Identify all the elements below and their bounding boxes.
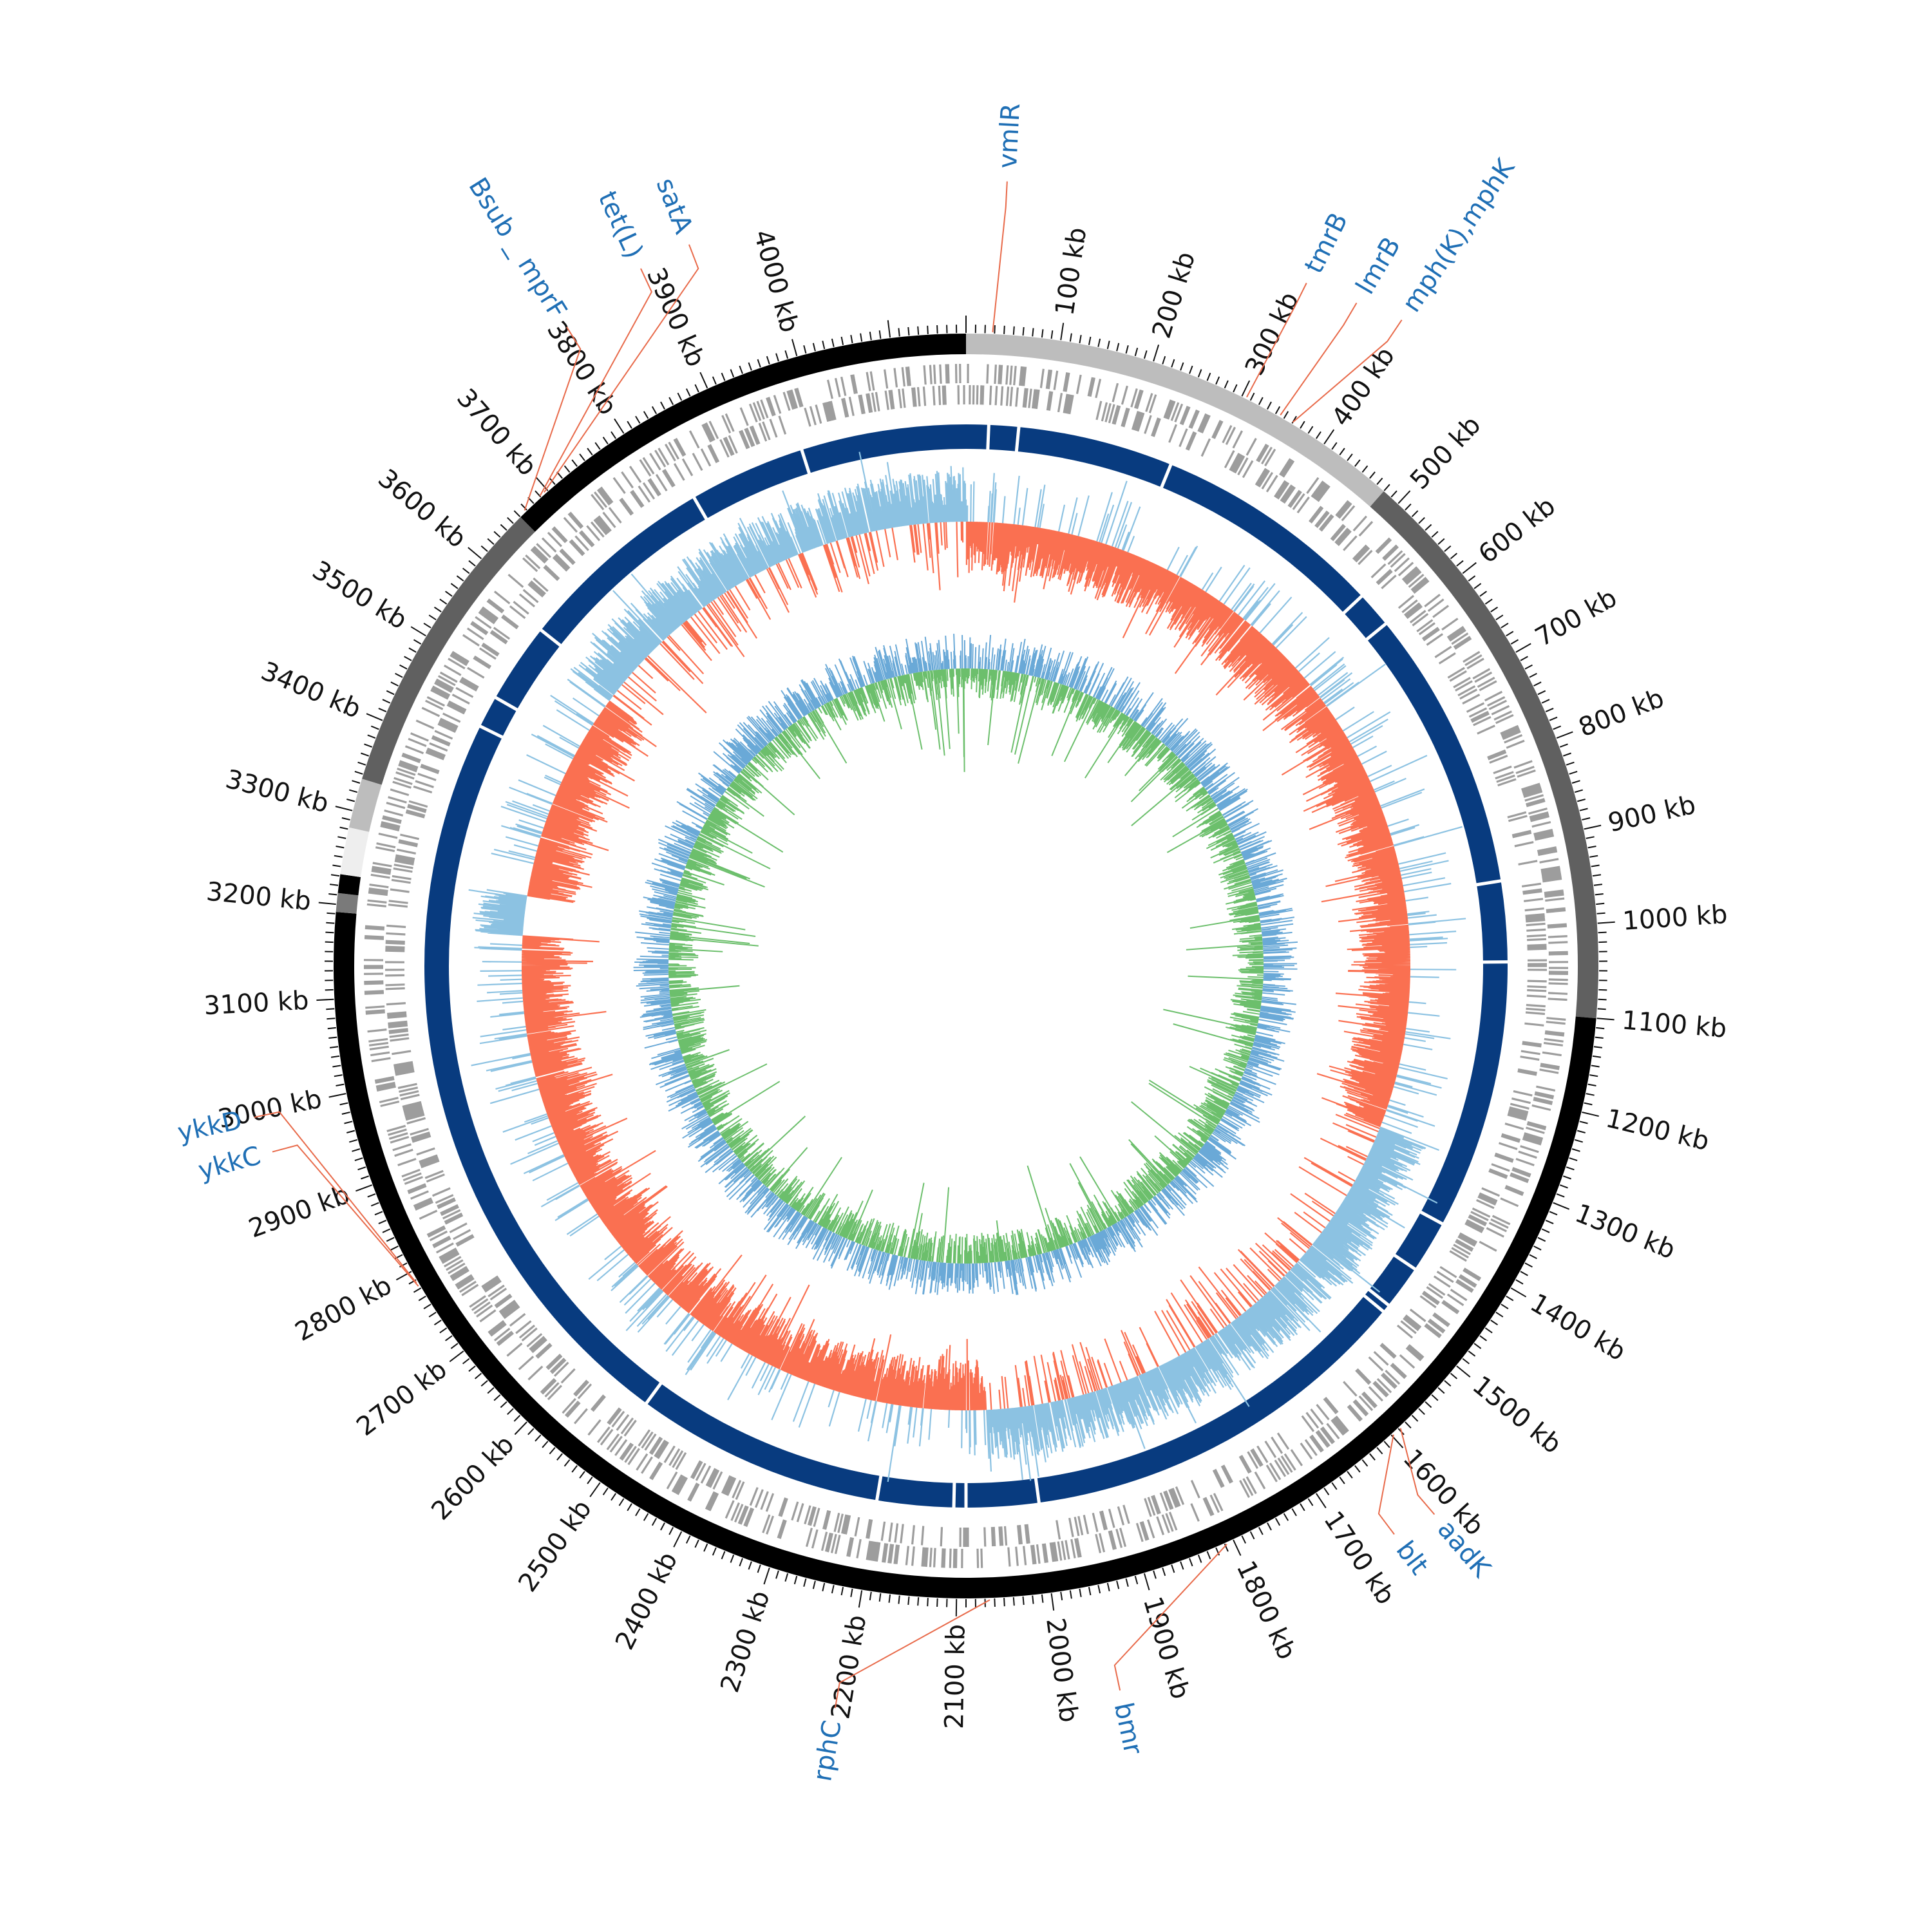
tick-label: 2600 kb [426,1430,520,1526]
tick-label: 300 kb [1240,287,1305,380]
coding-ring-gap [1474,878,1503,887]
tick-label: 3500 kb [307,555,412,635]
tick-label: 3100 kb [203,986,309,1021]
gene-label: ykkD [175,1106,245,1148]
contig-segment-ring [334,334,1598,1598]
gene-label: rphC [808,1718,848,1784]
gene-label: bmr [1108,1700,1148,1757]
gene-leader-line [254,1111,417,1283]
gene-leader-line [1113,1544,1227,1691]
gene-feature-bars [363,363,1569,1569]
gene-label: satA [650,174,699,238]
gene-leader-line [834,1599,990,1709]
tick-label: 1700 kb [1318,1506,1401,1610]
tick-label: 3900 kb [641,263,711,372]
coding-ring-gap [799,447,811,476]
coding-ring-gap [1392,1253,1417,1272]
tick-label: 900 kb [1605,790,1698,838]
contig-segment [1370,491,1598,1019]
tick-label: 1000 kb [1622,900,1728,936]
tick-label: 3200 kb [205,877,312,917]
tick-label: 1100 kb [1621,1005,1728,1043]
gene-label: Bsub _ mprF [462,173,573,324]
coding-ring-gap [538,627,563,648]
contig-segment [966,334,1384,507]
gene-label: tet(L) [592,187,649,263]
gc-content-track [633,634,1298,1295]
coding-ring-gap [1014,424,1021,454]
gene-label: vmlR [993,102,1026,169]
coding-ring-gap [1159,462,1173,490]
tick-label: 1500 kb [1467,1370,1567,1460]
tick-label: 1200 kb [1603,1104,1712,1157]
coding-ring-gap [692,495,709,522]
tick-label: 2100 kb [940,1624,971,1730]
tick-label: 700 kb [1530,583,1622,652]
gene-leader-line [1399,1428,1435,1515]
gene-label: tmrB [1299,208,1354,278]
tick-label: 2900 kb [245,1180,354,1244]
tick-label: 2500 kb [513,1495,598,1598]
contig-segment [337,874,361,896]
gene-leader-line [1292,319,1403,423]
tick-label: 1400 kb [1525,1288,1631,1367]
tick-label: 2800 kb [290,1271,397,1347]
tick-label: 1300 kb [1571,1198,1679,1265]
contig-segment [348,779,382,832]
tick-label: 2400 kb [610,1548,683,1654]
tick-label: 3700 kb [451,383,542,482]
gene-feature-ring [363,363,1569,1569]
coding-ring-gap [1361,1293,1386,1314]
gene-leader-line [272,1144,419,1287]
coding-ring-gap [643,1381,663,1406]
gene-label: lmrB [1350,232,1406,299]
coding-ring-gap [875,1473,883,1502]
tick-label: 200 kb [1147,249,1202,342]
coding-ring-band [424,424,1508,1508]
gene-leader-line [1280,302,1358,416]
coding-ring-gap [986,422,991,451]
gene-label: ykkC [195,1141,264,1186]
coding-ring-gap [1341,593,1365,616]
gene-leader-line [1378,1434,1395,1535]
contig-segment [520,334,966,532]
tick-label: 100 kb [1050,225,1092,317]
gene-leader-line [524,327,582,511]
tick-label: 3600 kb [372,464,471,554]
contig-segment [336,893,359,914]
coding-ring-gap [1418,1209,1445,1226]
coding-region-ring [424,422,1510,1510]
gc-content-negative [633,634,1298,1295]
coding-ring-gap [1034,1476,1041,1505]
contig-segment [340,827,370,877]
tick-label: 4000 kb [748,227,804,336]
coding-ring-gap [493,695,520,712]
gene-leader-line [992,181,1008,332]
tick-label: 2300 kb [715,1587,775,1696]
coding-ring-gap [1367,1287,1391,1308]
tick-label: 2200 kb [826,1613,872,1721]
tick-label: 600 kb [1473,491,1560,569]
tick-label: 500 kb [1405,410,1487,495]
gene-leader-line [539,268,653,497]
gc-skew-positive [521,521,1411,1411]
gc-skew-track [468,451,1466,1482]
coding-ring-gap [1364,621,1388,642]
gc-skew-negative [468,451,1466,1482]
gene-label: blt [1390,1536,1434,1580]
tick-label: 2700 kb [351,1354,452,1442]
tick-label: 3400 kb [257,656,365,724]
tick-label: 3300 kb [223,764,332,819]
tick-label: 400 kb [1326,342,1401,432]
gc-content-positive [668,668,1264,1264]
tick-label: 2000 kb [1040,1616,1084,1725]
coding-ring-gap [478,724,505,740]
gene-leader-line [1246,283,1307,398]
tick-label: 1800 kb [1231,1557,1302,1664]
tick-label: 800 kb [1575,683,1668,743]
gene-label: mph(K),mphK [1397,153,1521,317]
contig-segment [362,517,535,785]
gene-leader-line [544,244,699,493]
